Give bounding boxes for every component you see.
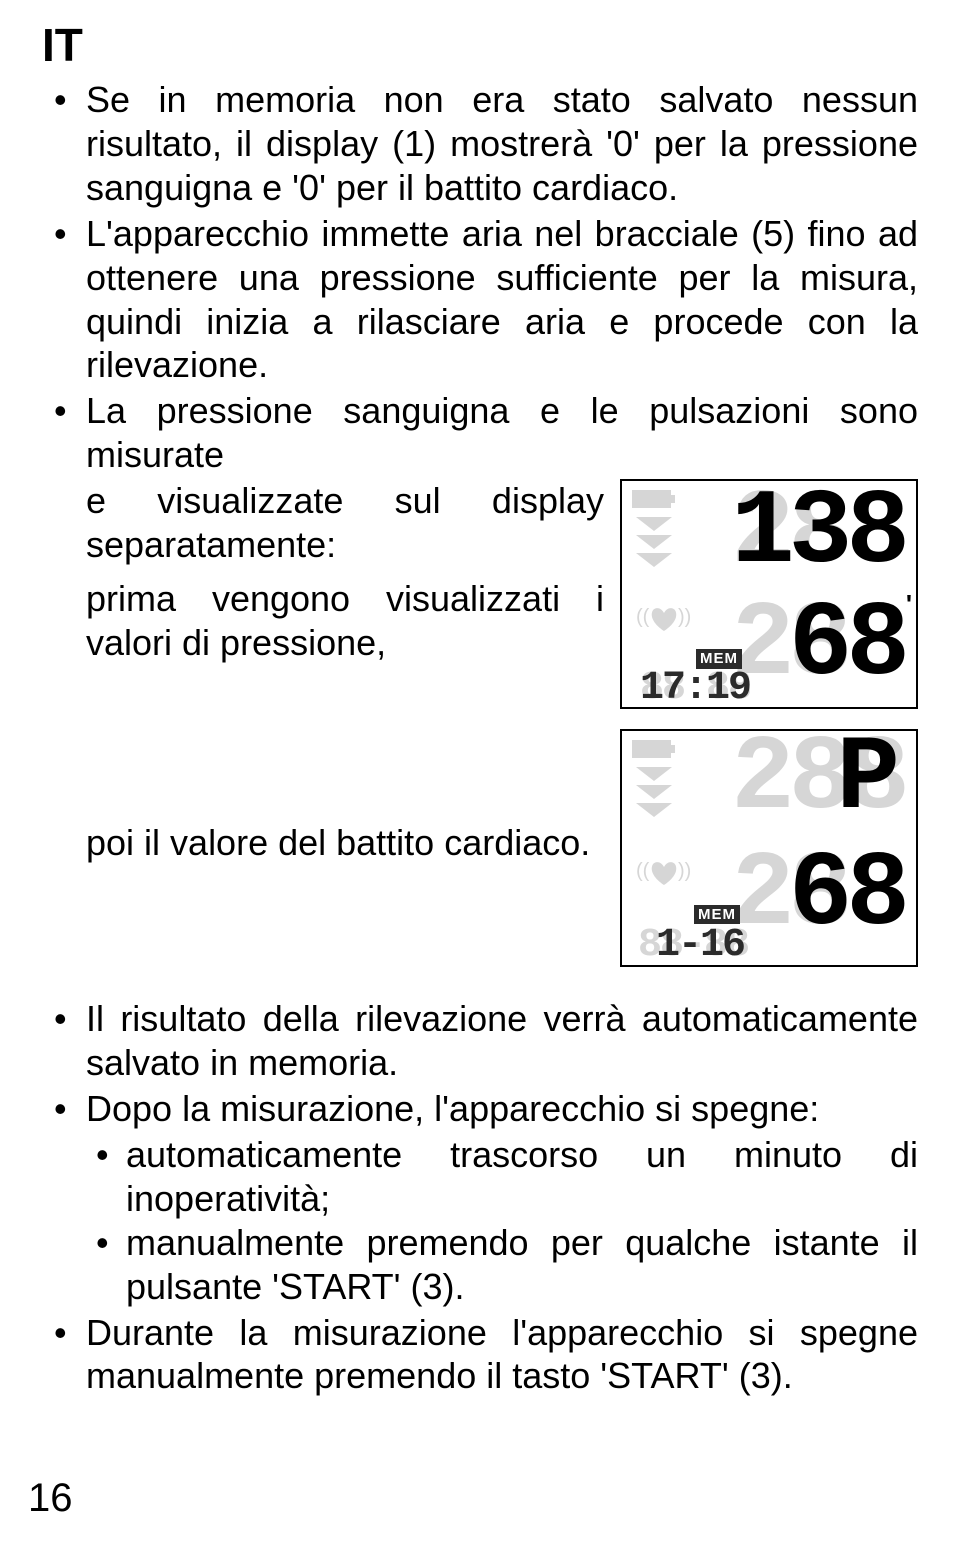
manual-page: IT Se in memoria non era stato salvato n… [0, 0, 960, 1545]
battery-icon [632, 739, 678, 759]
lcd-display-pressure: (( )) 288 138 288 68 ' MEM 88:88 [620, 479, 918, 709]
sub-bullet-item: manualmente premendo per qualche istante… [86, 1221, 918, 1309]
heart-icon: (( )) [636, 601, 692, 643]
bottom-value: 68 [789, 835, 904, 955]
time-value: 17:19 [640, 665, 750, 714]
sub-bullet-text: automaticamente trascorso un minuto di i… [126, 1134, 918, 1219]
bullet-list: Se in memoria non era stato salvato ness… [42, 78, 918, 719]
small-value: 1-16 [656, 923, 744, 968]
svg-text:)): )) [678, 860, 691, 882]
sub-bullet-item: automaticamente trascorso un minuto di i… [86, 1133, 918, 1221]
sub-bullet-list: automaticamente trascorso un minuto di i… [86, 1133, 918, 1309]
svg-text:((: (( [636, 860, 650, 882]
bullet-item: Se in memoria non era stato salvato ness… [42, 78, 918, 210]
bullet-continuation: e visualizzate sul display separatamente… [86, 479, 606, 567]
deflate-icon [632, 767, 676, 819]
dia-value: 68 [789, 581, 904, 710]
unit-mark: ' [906, 589, 912, 621]
pulse-row: (( )) 288 P 288 68 MEM 88-88 1-16 poi il… [42, 729, 918, 977]
bullet-item: Dopo la misurazione, l'apparecchio si sp… [42, 1087, 918, 1309]
bullet-text: Il risultato della rilevazione verrà aut… [86, 998, 918, 1083]
sub-bullet-text: manualmente premendo per qualche istante… [126, 1222, 918, 1307]
language-code: IT [42, 18, 918, 72]
bullet-sub-text: prima vengono visualizzati i valori di p… [86, 577, 606, 665]
bullet-text: La pressione sanguigna e le pulsazioni s… [86, 390, 918, 475]
bullet-text: Dopo la misurazione, l'apparecchio si sp… [86, 1088, 819, 1129]
heart-icon: (( )) [636, 855, 692, 897]
bullet-text: Durante la misurazione l'apparecchio si … [86, 1312, 918, 1397]
page-number: 16 [28, 1476, 73, 1521]
svg-text:)): )) [678, 606, 691, 628]
bullet-list-2: Il risultato della rilevazione verrà aut… [42, 997, 918, 1398]
bullet-item: La pressione sanguigna e le pulsazioni s… [42, 389, 918, 719]
bullet-item: Il risultato della rilevazione verrà aut… [42, 997, 918, 1085]
svg-text:((: (( [636, 606, 650, 628]
battery-icon [632, 489, 678, 509]
bullet-item: Durante la misurazione l'apparecchio si … [42, 1311, 918, 1399]
deflate-icon [632, 517, 676, 569]
lcd-display-pulse: (( )) 288 P 288 68 MEM 88-88 1-16 [620, 729, 918, 967]
bullet-text: L'apparecchio immette aria nel bracciale… [86, 213, 918, 386]
top-value: P [836, 729, 894, 839]
mem-badge: MEM [694, 905, 740, 924]
bullet-text: Se in memoria non era stato salvato ness… [86, 79, 918, 208]
bullet-item: L'apparecchio immette aria nel bracciale… [42, 212, 918, 388]
